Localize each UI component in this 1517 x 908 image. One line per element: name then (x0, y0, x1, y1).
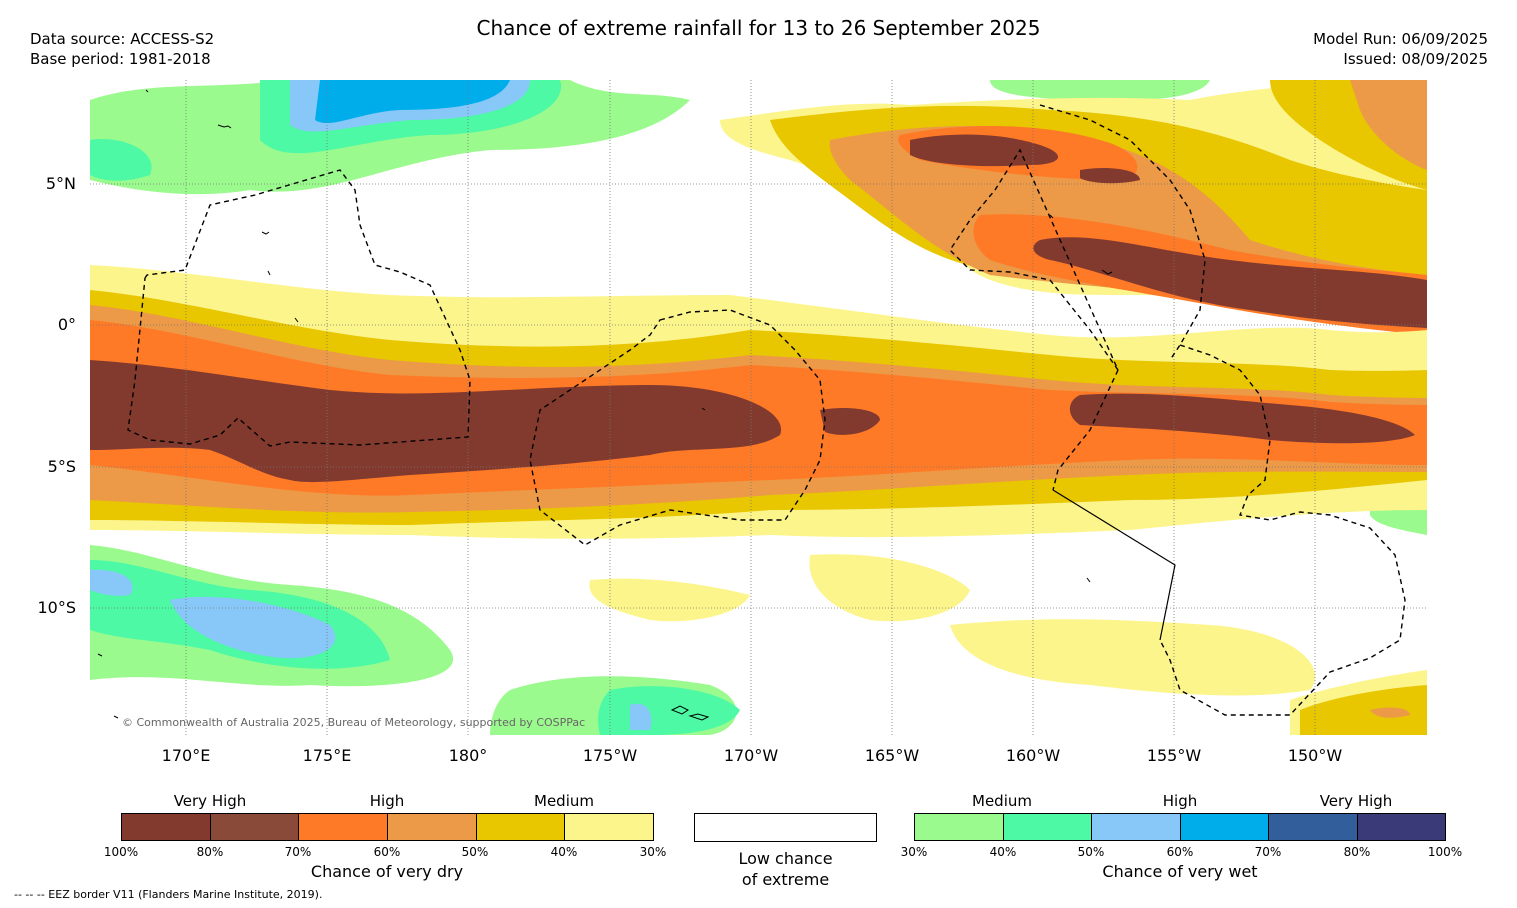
wet-50-region-sw2 (90, 569, 133, 596)
wet-tick-50: 50% (1077, 845, 1105, 859)
eez-border-kiribati-gilberts (127, 169, 471, 447)
dry-tick-30: 30% (639, 845, 667, 859)
dry-80-band-east (1069, 393, 1415, 444)
wet-caption: Chance of very wet (1102, 862, 1258, 881)
eez-border-french-polynesia (1159, 344, 1406, 716)
lat-label-10s: 10°S (37, 598, 76, 617)
dry-tick-50: 50% (461, 845, 489, 859)
lon-label-150w: 150°W (1287, 746, 1343, 765)
wet-swatch-6 (1357, 814, 1445, 840)
map-canvas (90, 80, 1427, 735)
dry-80-region-ne2 (1033, 237, 1427, 328)
dry-80-band-west (90, 360, 782, 483)
island-outlines (97, 89, 1113, 721)
wet-swatch-1 (915, 814, 1004, 840)
low-chance-swatch (694, 813, 877, 842)
dry-label-high: High (369, 792, 405, 810)
lon-label-170e: 170°E (161, 746, 211, 765)
wet-tick-80: 80% (1343, 845, 1371, 859)
dry-colorbar (121, 813, 654, 841)
rainfall-map (90, 80, 1427, 735)
wet-swatch-4 (1180, 814, 1269, 840)
lon-label-160w: 160°W (1005, 746, 1061, 765)
dry-tick-80: 80% (196, 845, 224, 859)
eez-border-kiribati-line (949, 104, 1206, 371)
low-chance-line1: Low chance (738, 849, 833, 868)
wet-tick-60: 60% (1166, 845, 1194, 859)
lon-label-170w: 170°W (723, 746, 779, 765)
dry-label-medium: Medium (534, 792, 594, 810)
lon-label-165w: 165°W (864, 746, 920, 765)
dry-swatch-4 (388, 814, 477, 840)
dry-50-patch-se (1370, 707, 1410, 718)
wet-label-medium: Medium (972, 792, 1032, 810)
dry-swatch-6 (565, 814, 654, 840)
copyright-text: © Commonwealth of Australia 2025, Bureau… (122, 716, 586, 729)
lat-label-5s: 5°S (47, 457, 76, 476)
dry-swatch-1 (122, 814, 211, 840)
lon-label-155w: 155°W (1146, 746, 1202, 765)
wet-region-w (90, 139, 152, 181)
lon-label-175e: 175°E (302, 746, 352, 765)
eez-border-note: -- -- -- EEZ border V11 (Flanders Marine… (14, 888, 323, 901)
dry-80-region-ne (910, 134, 1059, 167)
dry-tick-70: 70% (284, 845, 312, 859)
dry-50-region-ne2 (1350, 80, 1427, 170)
dry-30-patch-south (589, 578, 750, 622)
chart-title: Chance of extreme rainfall for 13 to 26 … (476, 16, 1041, 40)
dry-caption: Chance of very dry (310, 862, 464, 881)
wet-swatch-5 (1269, 814, 1358, 840)
wet-50-region-sw (170, 596, 336, 659)
eez-border-kiribati-phoenix (529, 309, 826, 546)
lat-label-5n: 5°N (45, 174, 76, 193)
base-period-text: Base period: 1981-2018 (30, 50, 211, 68)
wet-label-high: High (1162, 792, 1198, 810)
dry-swatch-3 (299, 814, 389, 840)
dry-30-patch-south2 (809, 554, 970, 622)
model-run-text: Model Run: 06/09/2025 (1313, 30, 1488, 48)
wet-tick-30: 30% (900, 845, 928, 859)
wet-tick-70: 70% (1254, 845, 1282, 859)
eez-borders (127, 104, 1406, 716)
issued-date-text: Issued: 08/09/2025 (1343, 50, 1488, 68)
lon-label-175w: 175°W (582, 746, 638, 765)
dry-tick-100: 100% (103, 845, 139, 859)
wet-60-region-nw (315, 80, 510, 124)
dry-80-region-ne3 (1080, 168, 1140, 184)
lon-label-180: 180° (448, 746, 488, 765)
wet-region-n-center (990, 80, 1210, 101)
wet-colorbar (914, 813, 1446, 841)
dry-30-patch-se (950, 619, 1316, 696)
dry-80-band-center (820, 408, 880, 435)
dry-label-very-high: Very High (173, 792, 247, 810)
wet-50-region-s (630, 703, 652, 730)
dry-tick-60: 60% (373, 845, 401, 859)
dry-swatch-5 (476, 814, 566, 840)
wet-tick-40: 40% (989, 845, 1017, 859)
wet-tick-100: 100% (1427, 845, 1463, 859)
data-source-text: Data source: ACCESS-S2 (30, 30, 215, 48)
eez-border-solid-segment (1052, 489, 1176, 641)
wet-label-very-high: Very High (1319, 792, 1393, 810)
wet-swatch-3 (1092, 814, 1181, 840)
dry-swatch-2 (210, 814, 300, 840)
low-chance-line2: of extreme (741, 870, 830, 889)
dry-tick-40: 40% (550, 845, 578, 859)
eez-border-line-south (1052, 369, 1119, 491)
dry-40-patch-se (1300, 685, 1427, 735)
map-gridlines (90, 80, 1427, 735)
wet-swatch-2 (1003, 814, 1092, 840)
low-chance-label: Low chance of extreme (694, 848, 877, 890)
lat-label-0: 0° (57, 315, 76, 334)
